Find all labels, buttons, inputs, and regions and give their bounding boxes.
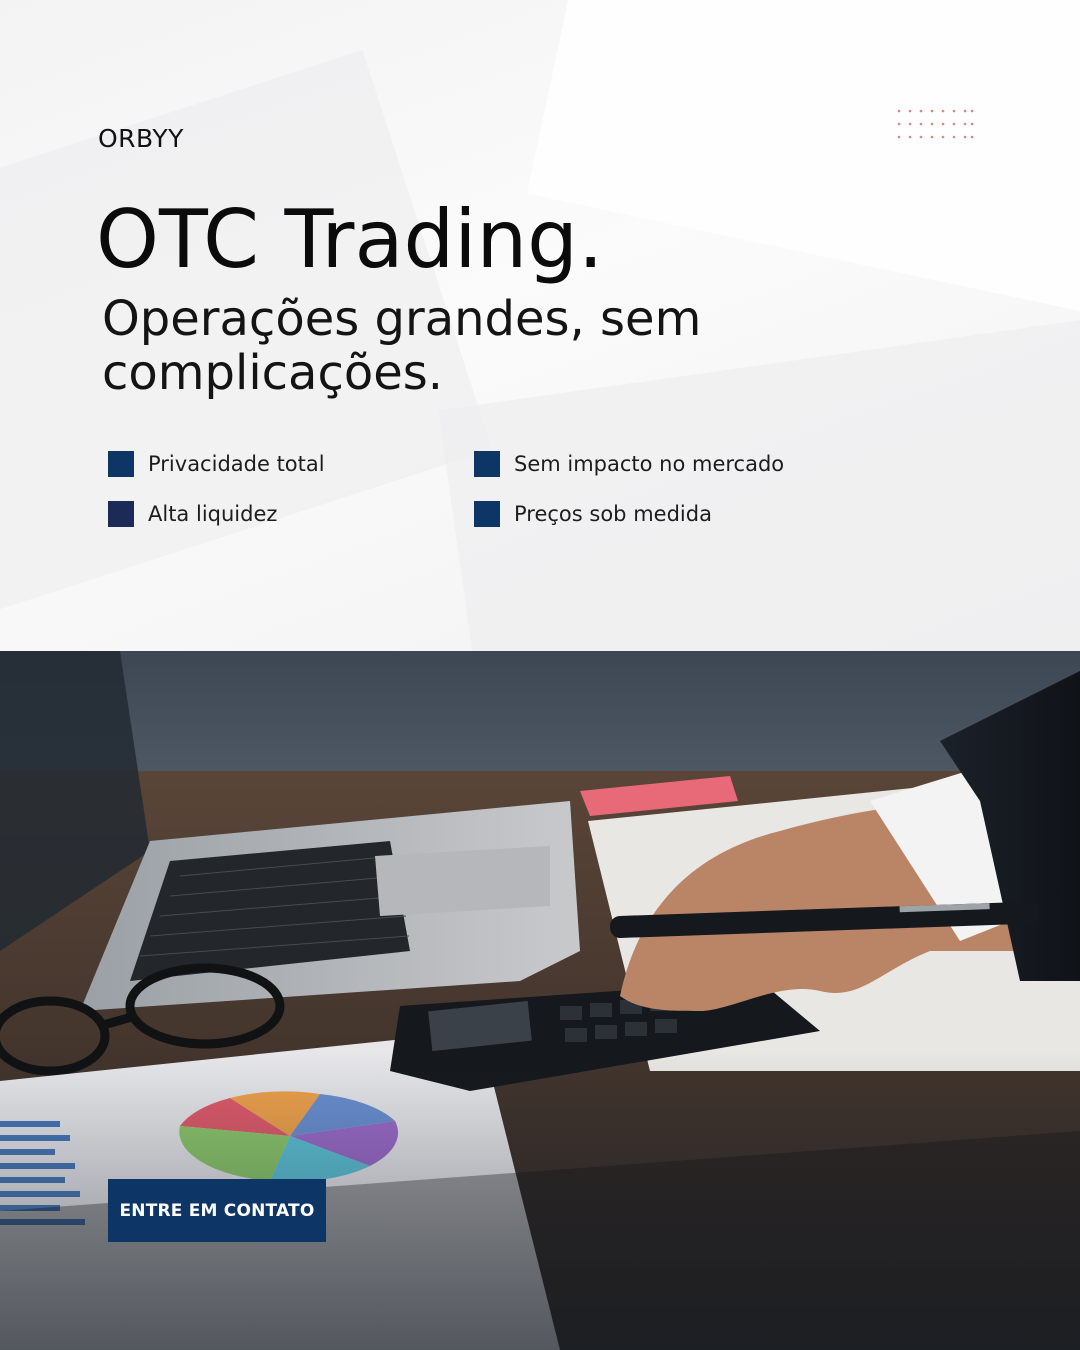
desk-illustration bbox=[0, 651, 1080, 1350]
brand-logo: ORBYY bbox=[98, 124, 184, 153]
background-facet bbox=[527, 0, 1080, 319]
feature-label: Alta liquidez bbox=[148, 502, 278, 526]
page-title: OTC Trading. bbox=[96, 193, 604, 286]
dot-grid-icon bbox=[897, 109, 974, 139]
bullet-square-icon bbox=[474, 501, 500, 527]
feature-item: Privacidade total bbox=[108, 449, 325, 479]
feature-item: Sem impacto no mercado bbox=[474, 449, 784, 479]
bullet-square-icon bbox=[474, 451, 500, 477]
bullet-square-icon bbox=[108, 451, 134, 477]
feature-item: Preços sob medida bbox=[474, 499, 712, 529]
hero-section bbox=[0, 0, 1080, 651]
feature-label: Preços sob medida bbox=[514, 502, 712, 526]
hero-photo bbox=[0, 651, 1080, 1350]
bullet-square-icon bbox=[108, 501, 134, 527]
feature-label: Privacidade total bbox=[148, 452, 325, 476]
page-subtitle: Operações grandes, sem complicações. bbox=[102, 291, 702, 401]
feature-label: Sem impacto no mercado bbox=[514, 452, 785, 476]
feature-item: Alta liquidez bbox=[108, 499, 277, 529]
contact-button[interactable]: ENTRE EM CONTATO bbox=[108, 1179, 326, 1242]
